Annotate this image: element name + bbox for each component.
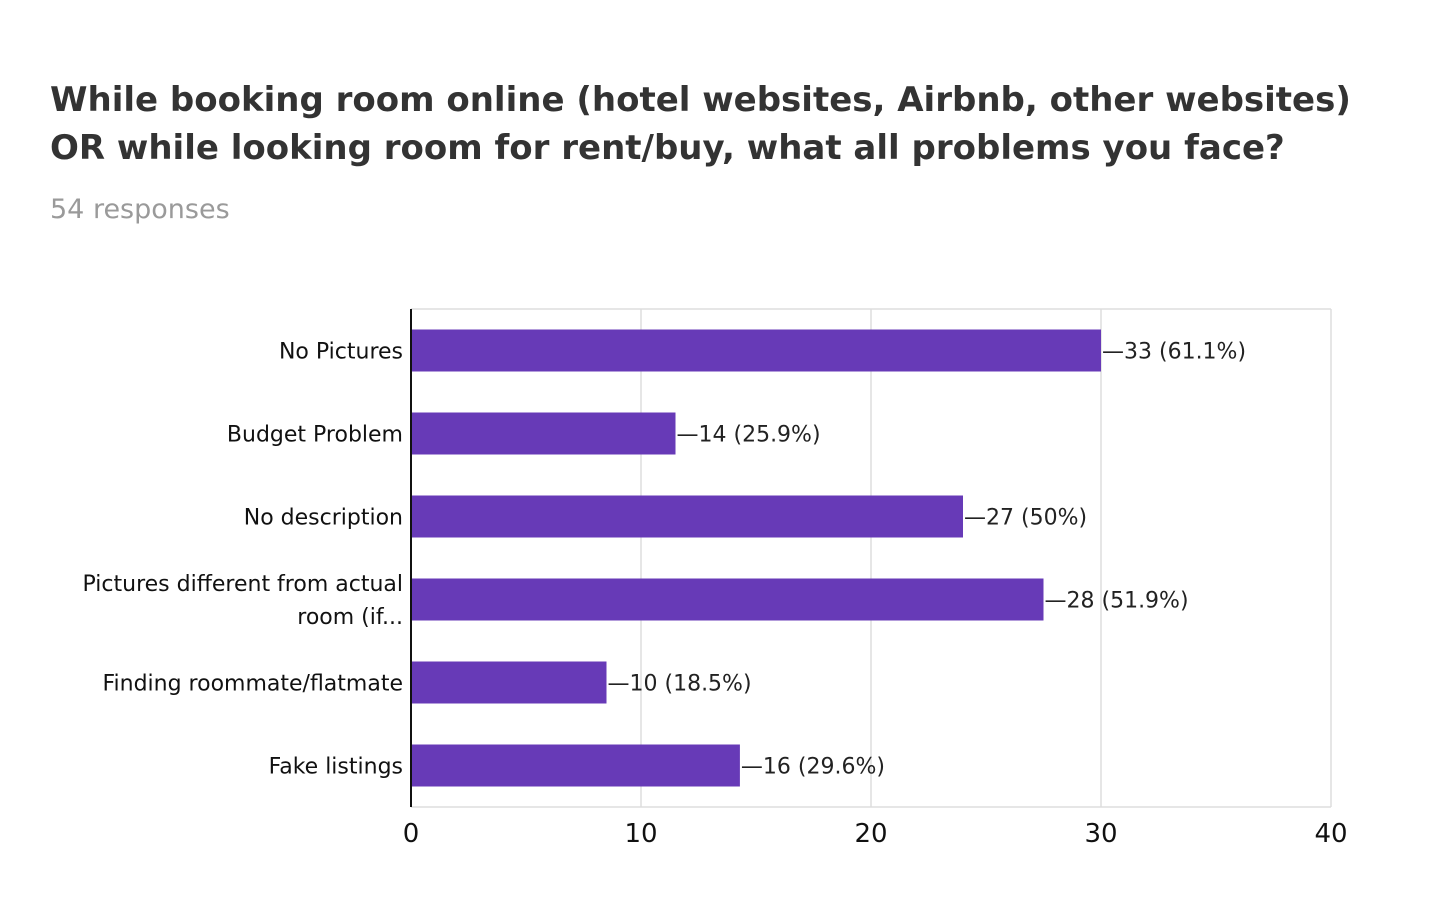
category-label: Finding roommate/flatmate [102, 672, 403, 697]
x-axis-ticks: 0 10 20 30 40 [403, 819, 1348, 849]
category-label-line: room (if... [297, 605, 403, 630]
category-label-line: Budget Problem [227, 423, 403, 448]
bar [411, 495, 963, 538]
x-tick-label: 40 [1314, 819, 1347, 849]
chart-title: While booking room online (hotel website… [50, 80, 1351, 168]
x-tick-label: 10 [624, 819, 657, 849]
response-count: 54 responses [50, 194, 230, 225]
category-label-line: Pictures different from actual [83, 572, 403, 597]
category-label-line: No description [244, 506, 403, 531]
category-label: Fake listings [269, 755, 403, 780]
bar [411, 578, 1044, 621]
category-label: Budget Problem [227, 423, 403, 448]
bar [411, 329, 1101, 372]
bars [411, 329, 1101, 787]
x-tick-label: 0 [403, 819, 420, 849]
bar [411, 661, 607, 704]
data-labels: —33 (61.1%) —14 (25.9%) —27 (50%) —28 (51.9… [608, 340, 1247, 780]
category-label: No description [244, 506, 403, 531]
data-label: —33 (61.1%) [1102, 340, 1246, 365]
x-tick-label: 20 [854, 819, 887, 849]
data-label: —10 (18.5%) [608, 672, 752, 697]
bar [411, 412, 676, 455]
data-label: —14 (25.9%) [677, 423, 821, 448]
category-label-line: Fake listings [269, 755, 403, 780]
bar [411, 744, 740, 787]
category-label-line: Finding roommate/flatmate [102, 672, 403, 697]
category-label: No Pictures [279, 340, 403, 365]
category-labels: No Pictures Budget Problem No description P… [83, 340, 403, 780]
data-label: —27 (50%) [964, 506, 1087, 531]
data-label: —28 (51.9%) [1045, 589, 1189, 614]
category-label-line: No Pictures [279, 340, 403, 365]
grid-lines [411, 308, 1332, 808]
x-tick-label: 30 [1084, 819, 1117, 849]
data-label: —16 (29.6%) [741, 755, 885, 780]
category-label: Pictures different from actual room (if..… [83, 572, 403, 630]
